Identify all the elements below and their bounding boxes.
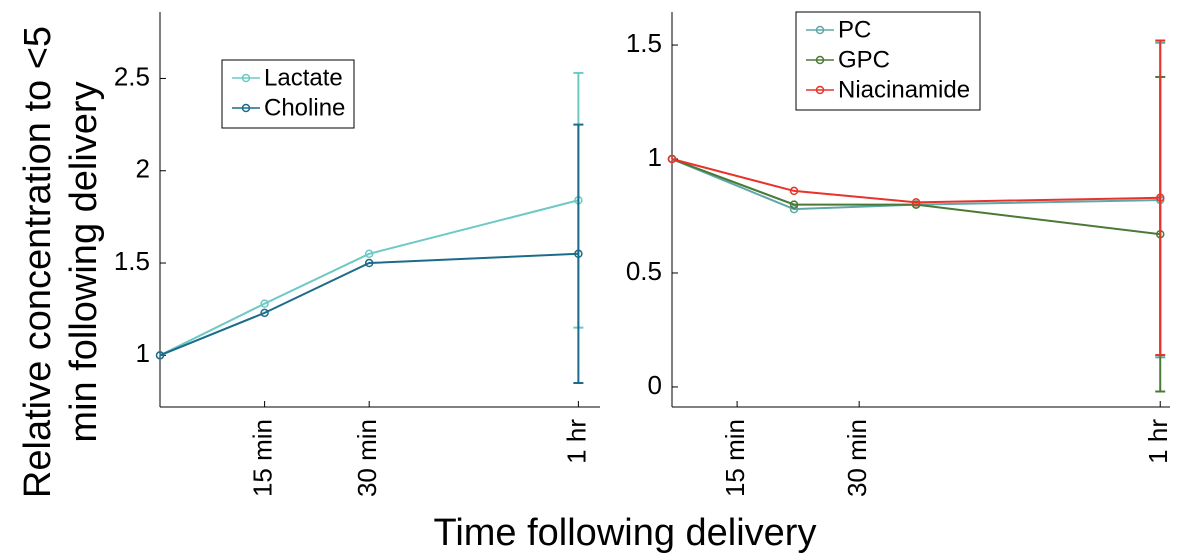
marker	[574, 249, 583, 259]
legend-label: PC	[838, 16, 871, 43]
x-tick-label: 1 hr	[1143, 419, 1173, 464]
legend-marker	[815, 25, 825, 35]
marker	[260, 308, 269, 318]
legend-marker	[815, 55, 825, 65]
y-tick-label: 1	[136, 338, 150, 368]
legend-marker	[241, 73, 251, 83]
marker	[911, 198, 921, 207]
legend-marker	[815, 85, 825, 95]
x-tick-label: 1 hr	[561, 419, 591, 464]
line	[159, 252, 579, 357]
x-axis-label: Time following delivery	[434, 512, 817, 554]
line	[671, 158, 1161, 236]
x-tick-label: 15 min	[247, 419, 277, 497]
marker	[789, 186, 799, 196]
y-tick-label: 2	[136, 154, 150, 184]
x-tick-label: 15 min	[720, 419, 750, 497]
y-axis-label: Relative concentration to <5	[17, 26, 59, 498]
y-tick-label: 2.5	[114, 61, 150, 91]
marker	[789, 204, 799, 214]
marker	[789, 200, 799, 209]
x-tick-label: 30 min	[352, 419, 382, 497]
legend-box	[221, 59, 355, 129]
legend-box	[795, 11, 981, 111]
legend-label: Lactate	[264, 64, 343, 91]
y-tick-label: 1.5	[114, 246, 150, 276]
y-tick-label: 1.5	[626, 28, 662, 58]
x-tick-label: 30 min	[842, 419, 872, 497]
marker	[1155, 193, 1165, 203]
marker	[155, 351, 165, 360]
y-tick-label: 0.5	[626, 256, 662, 286]
legend-label: GPC	[838, 46, 890, 73]
y-axis-label: min following delivery	[63, 81, 105, 442]
marker	[364, 258, 374, 268]
legend-label: Niacinamide	[838, 76, 970, 103]
marker	[667, 154, 677, 164]
marker	[260, 299, 269, 308]
legend-label: Choline	[264, 94, 345, 121]
line	[671, 158, 1161, 204]
y-tick-label: 1	[648, 142, 662, 172]
line	[159, 199, 579, 357]
y-tick-label: 0	[648, 370, 662, 400]
line	[671, 158, 1161, 211]
marker	[364, 249, 374, 259]
legend-marker	[241, 103, 251, 113]
